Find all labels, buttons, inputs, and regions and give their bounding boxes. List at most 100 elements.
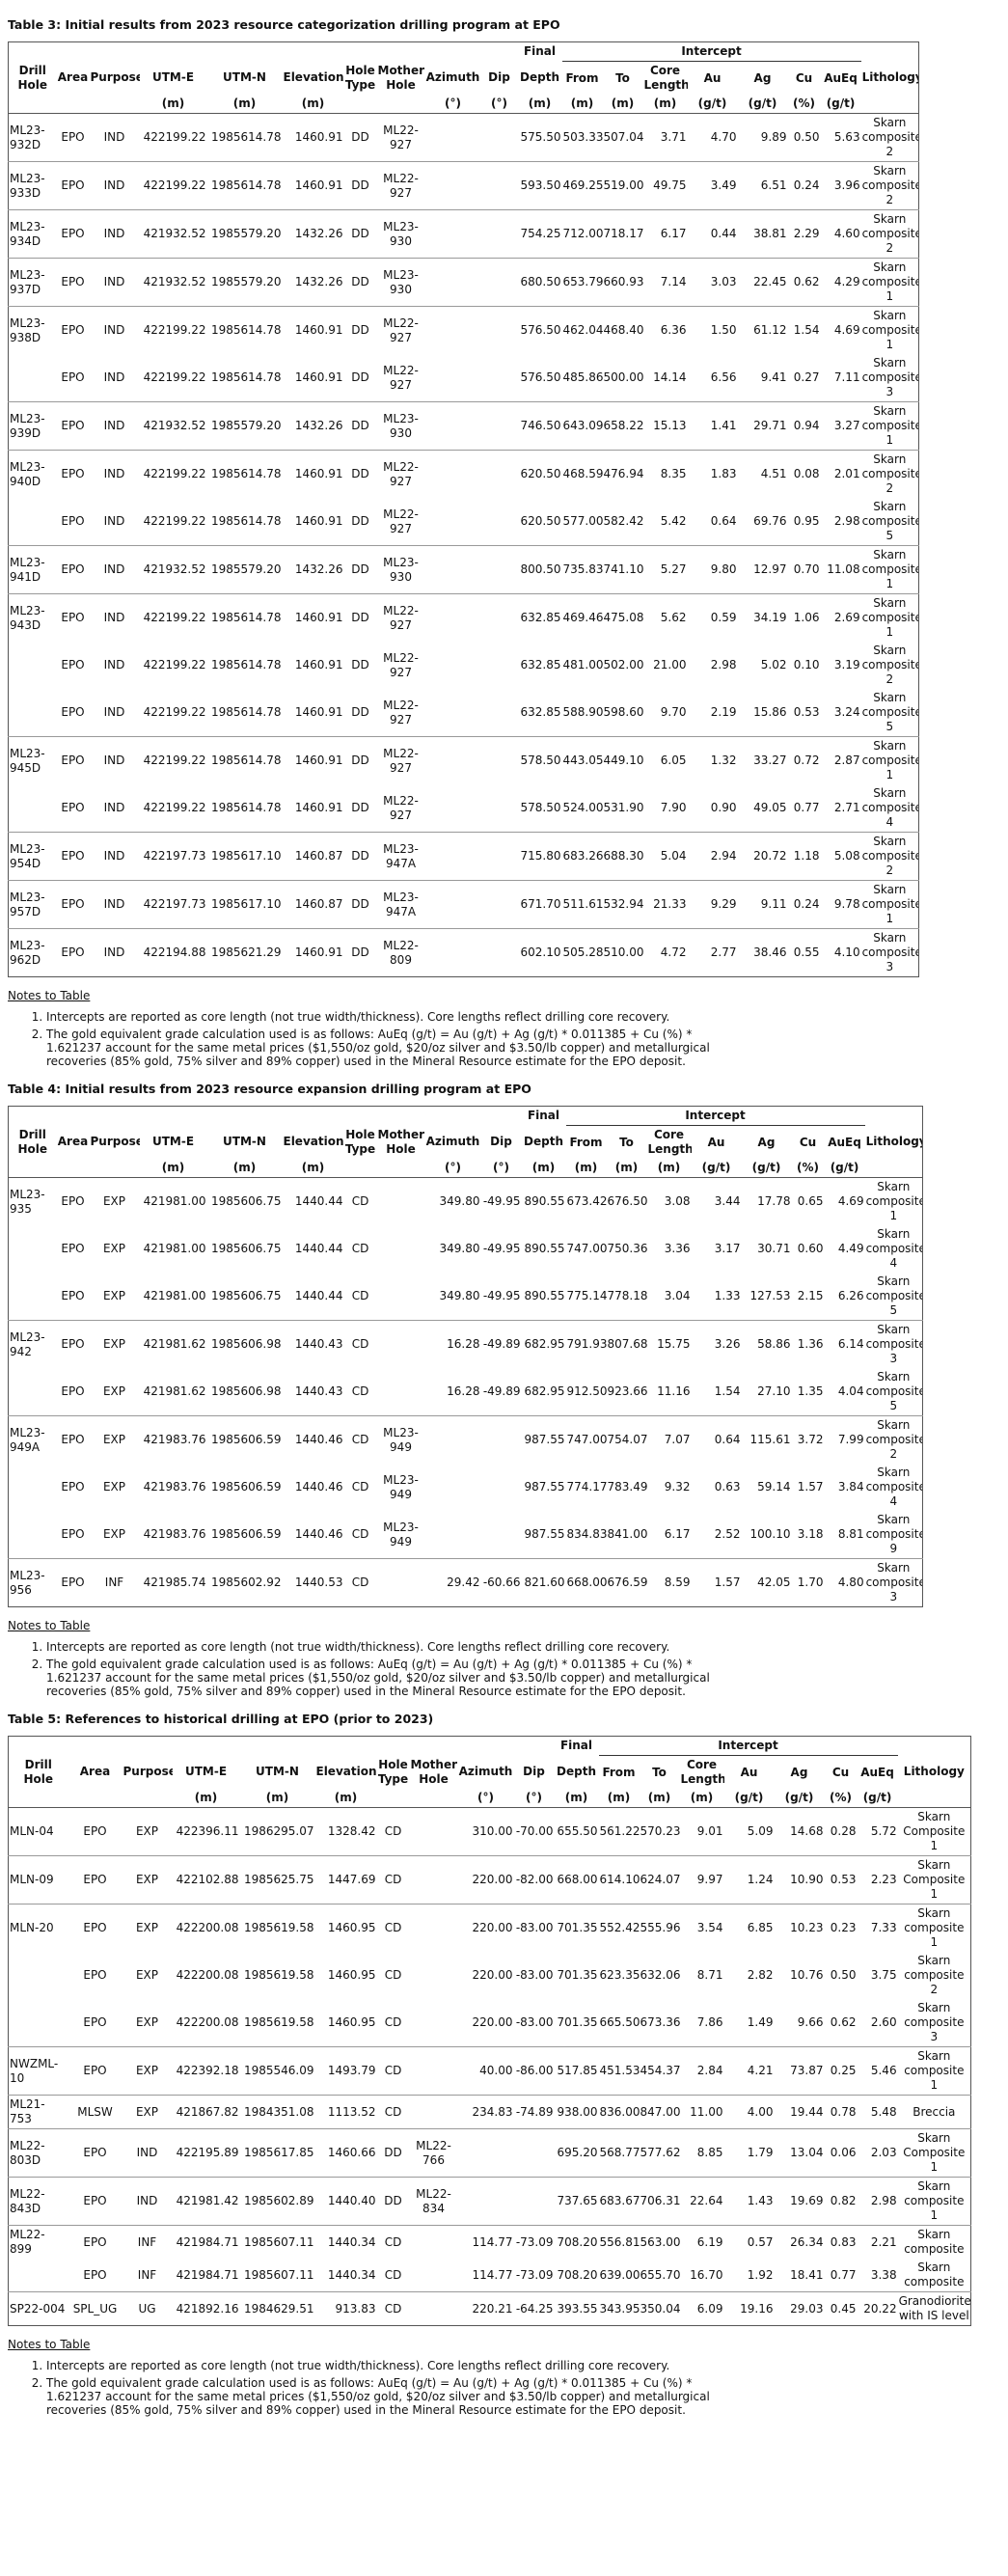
table-cell: ML22-927 xyxy=(383,650,419,679)
table-cell: 847.00 xyxy=(639,2095,680,2129)
table-cell: 350.04 xyxy=(639,2291,680,2326)
table-cell: 1.79 xyxy=(723,2128,775,2178)
column-header: Dip xyxy=(490,1135,512,1149)
table-cell: 1460.91 xyxy=(294,370,343,384)
table-cell: 16.70 xyxy=(690,2267,723,2282)
table-cell: 588.90 xyxy=(562,705,603,719)
table-cell: 4.04 xyxy=(837,1384,864,1398)
table-cell: 1432.26 xyxy=(282,401,344,451)
table-cell: 3.49 xyxy=(687,161,738,210)
table-cell: Skarn composite 2 xyxy=(860,113,919,162)
table-cell: Skarn composite 1 xyxy=(864,1177,923,1225)
column-header: Depth xyxy=(520,70,559,85)
table-cell: EPO xyxy=(56,1558,90,1607)
table-cell: EPO xyxy=(56,401,90,451)
table-cell: 12.97 xyxy=(737,545,788,594)
table-cell: 19.16 xyxy=(723,2291,775,2326)
table-row: EPO IND 422199.22 1985614.78 1460.91 DD ML22-9… xyxy=(9,689,918,737)
table-cell: DD xyxy=(351,801,369,814)
table-cell: 73.87 xyxy=(774,2046,825,2096)
table-cell: 1432.26 xyxy=(282,258,344,307)
table-cell: 29.71 xyxy=(737,401,788,451)
table-cell: 624.07 xyxy=(639,1855,680,1905)
group-header-row: Final Intercept xyxy=(9,41,919,62)
table-cell: 421981.62 xyxy=(139,1320,207,1368)
table-cell: 7.07 xyxy=(646,1415,692,1464)
table-cell: 4.29 xyxy=(820,258,861,307)
table-cell: 1985614.78 xyxy=(206,593,283,642)
column-header: UTM-N xyxy=(223,70,266,85)
table-cell: 4.60 xyxy=(820,209,861,259)
column-header: Core Length xyxy=(647,1128,692,1156)
table-cell: 422194.88 xyxy=(139,928,207,977)
table-cell: Skarn composite 4 xyxy=(865,1227,923,1270)
table-cell: 1460.95 xyxy=(327,1968,376,1982)
table-cell: SPL_UG xyxy=(68,2291,123,2326)
table-cell: 3.75 xyxy=(870,1968,897,1982)
table-cell: 22.64 xyxy=(679,2177,724,2226)
table-cell: 1460.91 xyxy=(282,161,344,210)
table-cell: EXP xyxy=(89,1320,140,1368)
table-cell: 9.29 xyxy=(687,880,738,929)
table-wrap: Final Intercept Drill Hole Area Purpose UTM-E… xyxy=(8,1106,1008,1607)
group-header: Intercept xyxy=(598,1736,898,1756)
header-cell xyxy=(90,1107,140,1126)
table-cell: EXP xyxy=(135,2015,159,2029)
table-cell: IND xyxy=(89,736,140,784)
table-cell: Skarn composite 1 xyxy=(897,2177,971,2226)
header-cell xyxy=(458,1737,514,1756)
table-cell: INF xyxy=(122,2225,173,2259)
group-header: Final xyxy=(559,1739,593,1753)
table-cell xyxy=(480,306,518,354)
table-cell: 1447.69 xyxy=(314,1855,377,1905)
column-header: Au xyxy=(703,70,722,85)
table-cell: 807.68 xyxy=(606,1320,647,1368)
table-cell: IND xyxy=(89,401,140,451)
unit-label: (m) xyxy=(639,1789,680,1808)
table-cell: ML23-949 xyxy=(376,1415,425,1464)
header-cell xyxy=(344,1107,377,1126)
table-cell: -83.00 xyxy=(515,1968,554,1982)
table-cell: MLN-09 xyxy=(8,1855,68,1905)
table-cell: 1113.52 xyxy=(314,2095,377,2129)
table-cell: 422199.22 xyxy=(139,306,207,354)
table-cell: ML22-927 xyxy=(376,450,425,498)
group-header-row: Final Intercept xyxy=(9,1736,971,1756)
table-cell: 4.70 xyxy=(687,113,738,162)
table-cell xyxy=(9,1273,57,1321)
table-cell: ML23-943D xyxy=(8,593,57,642)
table-cell: EPO xyxy=(61,514,85,528)
table-cell: ML22-927 xyxy=(376,161,425,210)
data-table: Final Intercept Drill Hole Area Purpose UTM-E… xyxy=(8,41,920,977)
table-cell: 655.50 xyxy=(554,1807,599,1856)
table-cell: EPO xyxy=(56,258,90,307)
table-cell: ML22-927 xyxy=(376,306,425,354)
table-cell: 1.49 xyxy=(747,2015,774,2029)
unit-label: (g/t) xyxy=(820,95,861,114)
table-cell: ML23-949A xyxy=(8,1415,57,1464)
table-cell: 26.34 xyxy=(774,2225,825,2259)
table-cell xyxy=(480,450,518,498)
table-cell: 3.96 xyxy=(820,161,861,210)
table-cell: 421981.00 xyxy=(143,1289,206,1302)
table-cell: 469.25 xyxy=(561,161,603,210)
header-cell xyxy=(481,1107,522,1126)
data-table: Final Intercept Drill Hole Area Purpose UTM-E… xyxy=(8,1736,972,2326)
table-cell: 577.62 xyxy=(639,2128,680,2178)
table-cell: 9.66 xyxy=(797,2015,824,2029)
table-cell: 127.53 xyxy=(749,1289,791,1302)
table-cell: 349.80 xyxy=(424,1177,481,1225)
table-cell: DD xyxy=(351,705,369,719)
table-cell: 475.08 xyxy=(602,593,643,642)
header-cell xyxy=(410,1737,458,1756)
column-header: UTM-E xyxy=(151,1135,195,1149)
table-cell: Skarn composite 3 xyxy=(904,2001,965,2043)
table-cell: ML22-834 xyxy=(409,2177,458,2226)
table-cell: 1460.91 xyxy=(282,736,344,784)
table-row: ML23-937D EPO IND 421932.52 1985579.20 1432.2… xyxy=(8,258,919,307)
table-cell: 0.27 xyxy=(793,370,820,384)
table-title: Table 4: Initial results from 2023 resou… xyxy=(8,1082,531,1096)
table-cell: 0.64 xyxy=(691,1415,742,1464)
table-cell xyxy=(480,209,518,259)
table-cell: 0.53 xyxy=(793,705,820,719)
